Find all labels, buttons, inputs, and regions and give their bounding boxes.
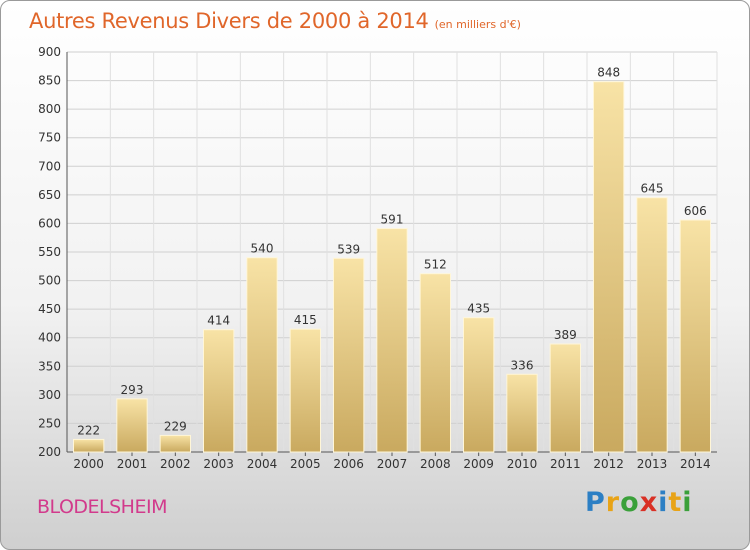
data-label: 512 (424, 258, 447, 272)
bar (419, 273, 451, 453)
brand-letter: t (668, 487, 683, 518)
chart-title-text: Autres Revenus Divers de 2000 à 2014 (29, 9, 429, 33)
commune-name: BLODELSHEIM (37, 496, 167, 518)
bar (203, 329, 235, 453)
bar (159, 434, 192, 453)
data-label: 591 (381, 213, 404, 227)
data-label: 539 (337, 242, 360, 256)
brand-letter: x (639, 487, 659, 518)
chart-title: Autres Revenus Divers de 2000 à 2014 (en … (29, 9, 521, 33)
y-tick-label: 350 (38, 359, 61, 373)
x-tick-label: 2005 (290, 457, 321, 471)
brand-logo: Proxiti (585, 487, 693, 518)
data-label: 389 (554, 328, 577, 342)
x-tick-label: 2008 (420, 457, 451, 471)
data-label: 848 (597, 66, 620, 80)
brand-letter: o (620, 487, 640, 518)
bar (463, 317, 495, 453)
bar (333, 257, 365, 453)
x-tick-label: 2004 (247, 457, 278, 471)
y-tick-label: 400 (38, 331, 61, 345)
chart-subtitle: (en milliers d'€) (434, 18, 521, 31)
x-tick-label: 2011 (550, 457, 581, 471)
x-tick-label: 2003 (203, 457, 234, 471)
bar (506, 373, 538, 453)
y-tick-label: 200 (38, 445, 61, 459)
bar (116, 398, 148, 453)
bar (593, 81, 625, 453)
bar (246, 257, 278, 453)
bar (73, 438, 105, 453)
x-tick-label: 2006 (333, 457, 364, 471)
x-tick-label: 2002 (160, 457, 191, 471)
y-tick-label: 900 (38, 45, 61, 59)
x-tick-label: 2010 (507, 457, 538, 471)
x-tick-label: 2013 (637, 457, 668, 471)
bars (73, 81, 712, 453)
y-tick-label: 750 (38, 131, 61, 145)
x-tick-label: 2012 (593, 457, 624, 471)
bar (376, 228, 408, 453)
data-label: 229 (164, 419, 187, 433)
y-tick-label: 500 (38, 274, 61, 288)
data-label: 293 (121, 383, 144, 397)
x-tick-label: 2001 (117, 457, 148, 471)
brand-letter: i (682, 487, 693, 518)
y-tick-label: 600 (38, 216, 61, 230)
bar (549, 343, 582, 453)
data-label: 606 (684, 204, 707, 218)
x-tick-label: 2007 (377, 457, 408, 471)
data-label: 336 (511, 358, 534, 372)
y-tick-label: 450 (38, 302, 61, 316)
y-tick-label: 250 (38, 416, 61, 430)
data-label: 435 (467, 302, 490, 316)
bar (679, 219, 712, 453)
data-label: 415 (294, 313, 317, 327)
brand-letter: i (658, 487, 669, 518)
axes: 200 250 300 350 400 450 500 550 600 650 700 750 800 8… (38, 45, 717, 471)
y-tick-label: 700 (38, 159, 61, 173)
data-labels: 222 293 229 414 540 415 539 591 512 435 336 389 848 6… (77, 66, 707, 438)
y-tick-label: 650 (38, 188, 61, 202)
y-tick-label: 800 (38, 102, 61, 116)
bar (289, 328, 321, 453)
x-tick-label: 2009 (463, 457, 494, 471)
x-tick-label: 2000 (73, 457, 104, 471)
data-label: 222 (77, 423, 100, 437)
y-tick-label: 550 (38, 245, 61, 259)
x-tick-label: 2014 (680, 457, 711, 471)
y-tick-label: 300 (38, 388, 61, 402)
data-label: 645 (641, 182, 664, 196)
y-tick-label: 850 (38, 74, 61, 88)
data-label: 540 (251, 242, 274, 256)
bar (636, 197, 668, 453)
brand-letter: P (585, 487, 606, 518)
data-label: 414 (207, 314, 230, 328)
brand-letter: r (605, 487, 621, 518)
